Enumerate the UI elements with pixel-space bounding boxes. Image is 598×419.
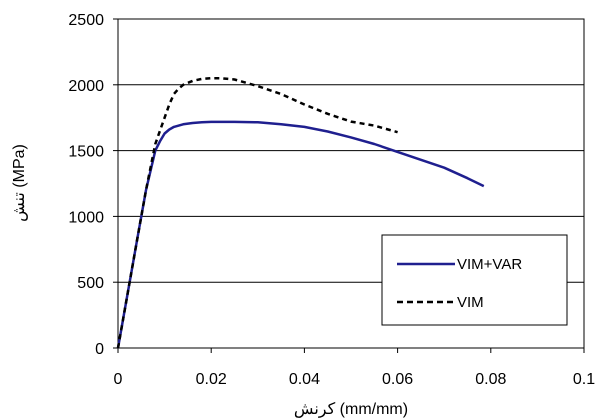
y-tick-label: 0 — [95, 341, 104, 358]
legend-label-vim-var: VIM+VAR — [457, 256, 522, 273]
x-tick-label: 0.08 — [475, 371, 506, 388]
y-axis-title: تنش (MPa) — [11, 144, 28, 222]
y-tick-label: 2000 — [68, 78, 104, 95]
legend-box — [381, 234, 568, 326]
x-tick-label: 0.06 — [382, 371, 413, 388]
x-axis-ticks: 0 0.02 0.04 0.06 0.08 0.1 — [114, 348, 595, 388]
x-tick-label: 0 — [114, 371, 123, 388]
x-tick-label: 0.1 — [573, 371, 595, 388]
series-lines — [116, 76, 485, 349]
y-tick-label: 500 — [77, 275, 104, 292]
series-line-vim-var — [116, 120, 485, 349]
y-tick-label: 1500 — [68, 144, 104, 161]
y-tick-label: 2500 — [68, 12, 104, 29]
series-line-vim — [116, 76, 398, 349]
legend: VIM+VAR VIM — [381, 234, 568, 326]
x-tick-label: 0.02 — [196, 371, 227, 388]
x-tick-label: 0.04 — [289, 371, 320, 388]
x-axis-title: کرنش (mm/mm) — [294, 401, 408, 418]
legend-label-vim: VIM — [457, 294, 484, 311]
y-tick-label: 1000 — [68, 209, 104, 226]
y-axis-ticks: 0 500 1000 1500 2000 2500 — [68, 12, 118, 358]
